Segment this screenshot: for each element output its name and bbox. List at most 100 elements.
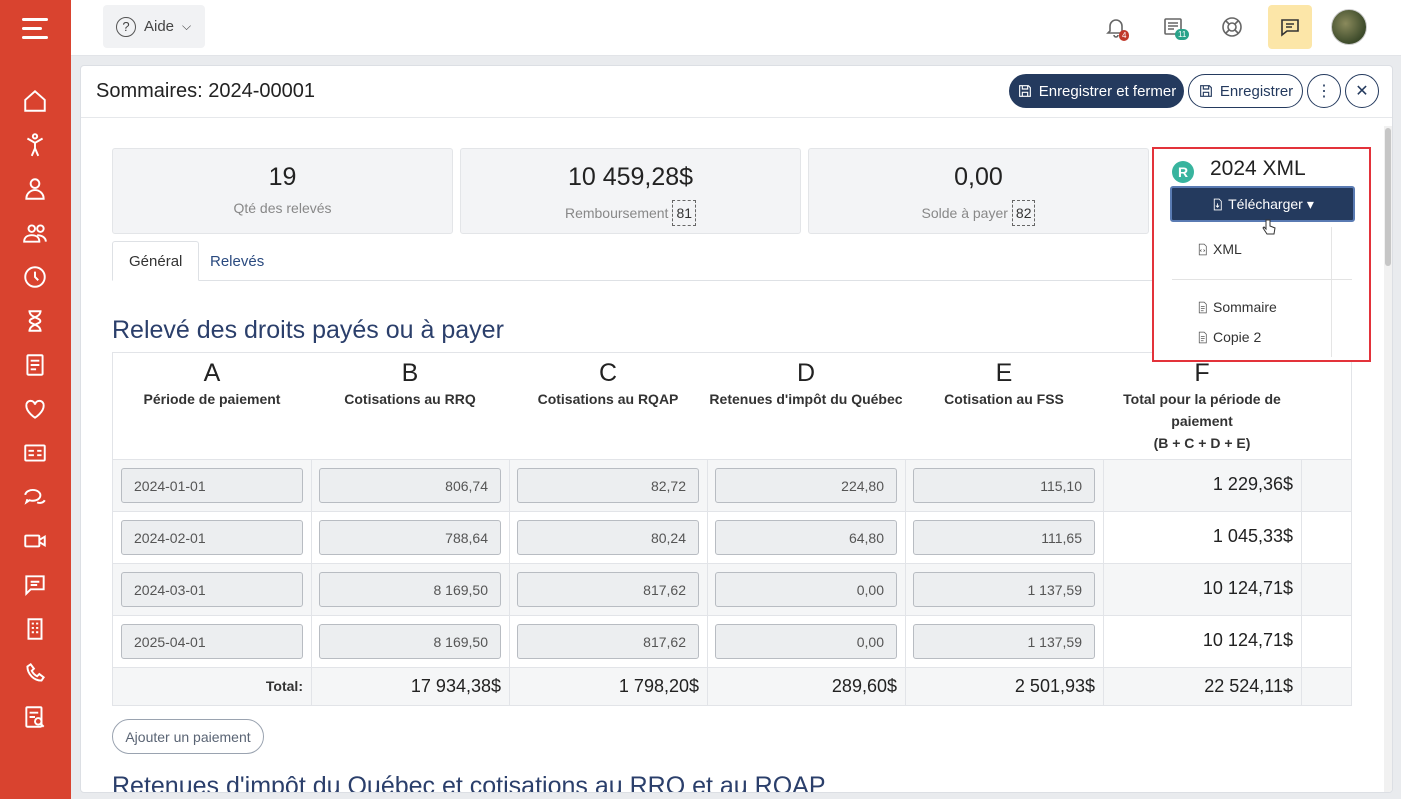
fss-input[interactable]: 111,65 xyxy=(913,520,1095,555)
stat-card-balance: 0,00 Solde à payer 82 xyxy=(808,148,1149,234)
question-icon: ? xyxy=(116,16,136,37)
chevron-down-icon: ⌵ xyxy=(182,19,192,33)
checklist-icon[interactable] xyxy=(22,352,48,378)
qc-tax-input[interactable]: 64,80 xyxy=(715,520,897,555)
xml-download-panel: R 2024 XML Télécharger ▾ XML Sommaire Co… xyxy=(1152,147,1371,362)
report-icon[interactable] xyxy=(22,704,48,730)
total-f: 22 524,11$ xyxy=(1204,676,1293,696)
chat-bubbles-icon[interactable] xyxy=(22,484,48,510)
home-icon[interactable] xyxy=(22,88,48,114)
period-input[interactable]: 2024-03-01 xyxy=(121,572,303,607)
field-code: 81 xyxy=(672,200,697,226)
tab-releves[interactable]: Relevés xyxy=(210,252,265,270)
menu-item-copie-2[interactable]: Copie 2 xyxy=(1196,329,1261,345)
file-code-icon xyxy=(1198,243,1207,255)
newspaper-icon[interactable]: 11 xyxy=(1159,12,1190,42)
total-d: 289,60$ xyxy=(831,676,897,696)
tab-bar: Général Relevés xyxy=(112,241,1352,281)
column-letter: F xyxy=(1194,359,1210,387)
qc-tax-input[interactable]: 0,00 xyxy=(715,624,897,659)
fss-input[interactable]: 1 137,59 xyxy=(913,572,1095,607)
stat-card-count: 19 Qté des relevés xyxy=(112,148,453,234)
summary-panel: Sommaires: 2024-00001 Enregistrer et fer… xyxy=(80,65,1393,793)
save-and-close-label: Enregistrer et fermer xyxy=(1038,82,1177,100)
section-title: Relevé des droits payés ou à payer xyxy=(112,316,504,344)
rrq-input[interactable]: 788,64 xyxy=(319,520,501,555)
save-label: Enregistrer xyxy=(1219,82,1294,100)
row-total: 1 045,33$ xyxy=(1212,526,1293,546)
stat-label: Qté des relevés xyxy=(233,200,332,216)
building-icon[interactable] xyxy=(22,616,48,642)
rrq-input[interactable]: 8 169,50 xyxy=(319,572,501,607)
column-letter: E xyxy=(995,359,1013,387)
download-menu: XML Sommaire Copie 2 xyxy=(1172,227,1352,357)
field-code: 82 xyxy=(1011,200,1036,226)
scrollbar[interactable] xyxy=(1384,126,1392,792)
stat-value: 19 xyxy=(268,163,297,191)
column-label: Cotisations au RRQ xyxy=(344,391,476,407)
rqap-input[interactable]: 80,24 xyxy=(517,520,699,555)
rqap-input[interactable]: 817,62 xyxy=(517,624,699,659)
add-payment-button[interactable]: Ajouter un paiement xyxy=(112,719,264,754)
rrq-input[interactable]: 806,74 xyxy=(319,468,501,503)
r-logo-icon: R xyxy=(1172,161,1194,183)
save-icon xyxy=(1199,85,1212,97)
rrq-input[interactable]: 8 169,50 xyxy=(319,624,501,659)
file-text-icon xyxy=(1198,301,1207,313)
lifebuoy-icon[interactable] xyxy=(1217,12,1247,42)
top-bar: ? Aide ⌵ 4 11 xyxy=(71,0,1401,56)
bell-icon[interactable]: 4 xyxy=(1101,12,1131,42)
save-and-close-button[interactable]: Enregistrer et fermer xyxy=(1009,74,1184,108)
column-sublabel: (B + C + D + E) xyxy=(1153,435,1251,451)
table-row: 2024-02-01 788,64 80,24 64,80 111,65 1 045,33… xyxy=(113,512,1351,564)
panel-header: Sommaires: 2024-00001 Enregistrer et fer… xyxy=(81,66,1392,118)
download-button[interactable]: Télécharger ▾ xyxy=(1170,186,1355,222)
menu-item-label: XML xyxy=(1213,241,1242,257)
xml-title: 2024 XML xyxy=(1210,157,1306,180)
save-button[interactable]: Enregistrer xyxy=(1188,74,1303,108)
column-letter: D xyxy=(796,359,816,387)
close-icon[interactable]: ✕ xyxy=(1345,74,1379,108)
qc-tax-input[interactable]: 0,00 xyxy=(715,572,897,607)
video-icon[interactable] xyxy=(22,528,48,554)
clock-icon[interactable] xyxy=(22,264,48,290)
id-card-icon[interactable] xyxy=(22,440,48,466)
menu-item-label: Sommaire xyxy=(1213,299,1277,315)
user-icon[interactable] xyxy=(22,176,48,202)
stat-label: Solde à payer xyxy=(921,205,1008,221)
period-input[interactable]: 2024-02-01 xyxy=(121,520,303,555)
menu-item-sommaire[interactable]: Sommaire xyxy=(1196,299,1277,315)
section-title: Retenues d'impôt du Québec et cotisation… xyxy=(112,772,826,793)
avatar[interactable] xyxy=(1331,9,1367,45)
tab-general[interactable]: Général xyxy=(112,241,200,281)
column-letter: B xyxy=(401,359,419,387)
file-download-icon xyxy=(1213,198,1222,210)
qc-tax-input[interactable]: 224,80 xyxy=(715,468,897,503)
heart-icon[interactable] xyxy=(22,396,48,422)
period-input[interactable]: 2025-04-01 xyxy=(121,624,303,659)
message-icon[interactable] xyxy=(22,572,48,598)
period-input[interactable]: 2024-01-01 xyxy=(121,468,303,503)
fss-input[interactable]: 1 137,59 xyxy=(913,624,1095,659)
column-label: Cotisations au RQAP xyxy=(537,391,679,407)
rqap-input[interactable]: 817,62 xyxy=(517,572,699,607)
help-dropdown[interactable]: ? Aide ⌵ xyxy=(103,5,205,48)
page-title: Sommaires: 2024-00001 xyxy=(96,80,316,102)
hamburger-menu-icon[interactable] xyxy=(22,18,48,40)
phone-icon[interactable] xyxy=(22,660,48,686)
menu-item-label: Copie 2 xyxy=(1213,329,1262,345)
column-label: Période de paiement xyxy=(143,391,281,407)
menu-item-xml[interactable]: XML xyxy=(1196,241,1242,257)
fss-input[interactable]: 115,10 xyxy=(913,468,1095,503)
news-badge: 11 xyxy=(1175,29,1190,40)
column-label: Total pour la période de paiement xyxy=(1123,391,1281,429)
more-options-icon[interactable]: ⋮ xyxy=(1307,74,1341,108)
rqap-input[interactable]: 82,72 xyxy=(517,468,699,503)
users-icon[interactable] xyxy=(22,220,48,246)
chat-button[interactable] xyxy=(1268,5,1312,49)
total-e: 2 501,93$ xyxy=(1014,676,1095,696)
hand-cursor-icon xyxy=(1262,219,1276,235)
hourglass-icon[interactable] xyxy=(22,308,48,334)
person-raise-icon[interactable] xyxy=(22,132,48,158)
table-row: 2024-03-01 8 169,50 817,62 0,00 1 137,59 10 1… xyxy=(113,564,1351,616)
